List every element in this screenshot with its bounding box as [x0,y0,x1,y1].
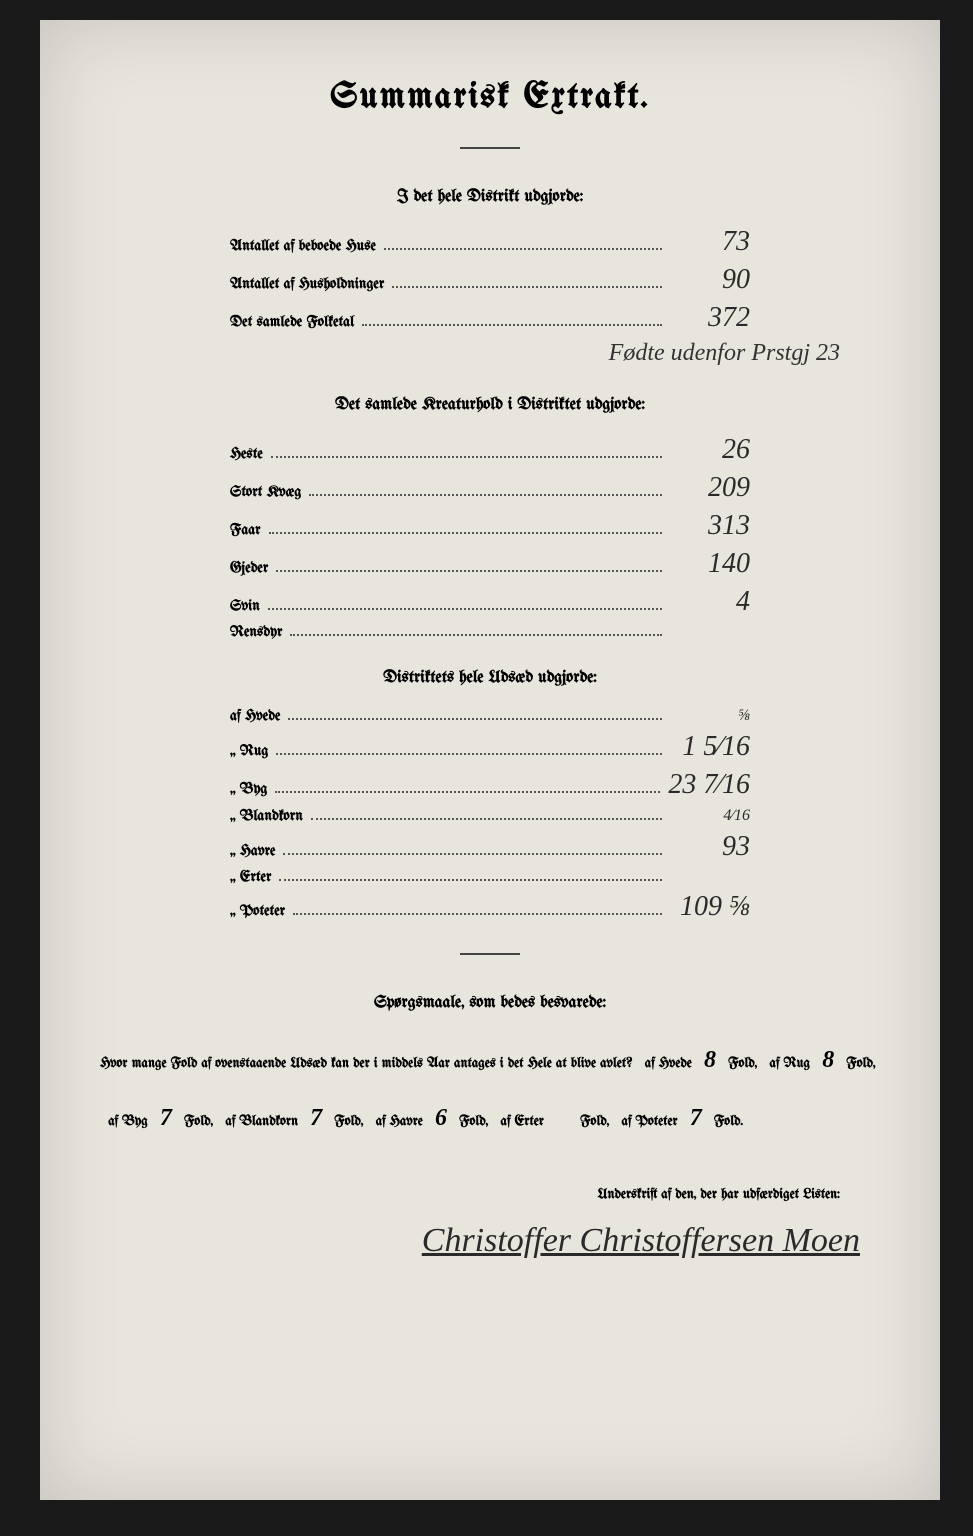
questions-intro: Hvor mange Fold af ovenstaaende Udsæd ka… [100,1056,632,1071]
row-value: 73 [670,226,750,258]
row-value: 372 [670,302,750,334]
q-label: af Erter [501,1114,544,1129]
handwritten-annotation: Fødte udenfor Prstgj 23 [100,340,840,367]
q-suffix: Fold, [728,1056,757,1071]
leader-dots [290,634,662,636]
q-value: 7 [152,1090,180,1148]
q-suffix: Fold, [580,1114,609,1129]
q-suffix: Fold, [334,1114,363,1129]
q-value: 8 [696,1032,724,1090]
data-row: Faar 313 [230,510,750,542]
data-row: Antallet af beboede Huse 73 [230,226,750,258]
section1-rows: Antallet af beboede Huse 73 Antallet af … [230,226,750,334]
leader-dots [275,791,660,793]
row-value: 4 [670,586,750,618]
row-label: Det samlede Folketal [230,314,354,330]
row-value: 140 [670,548,750,580]
signature-label: Underskrift af den, der har udfærdiget L… [100,1187,840,1202]
leader-dots [269,532,662,534]
row-label: Heste [230,446,263,462]
row-value: 23 7⁄16 [668,769,750,801]
row-label: Gjeder [230,560,268,576]
section1-heading: I det hele Distrikt udgjorde: [100,189,880,206]
q-value: 6 [427,1090,455,1148]
data-row: „ Erter [230,869,750,885]
row-label: „ Poteter [230,903,285,919]
data-row: Heste 26 [230,434,750,466]
data-row: „ Rug 1 5⁄16 [230,731,750,763]
row-label: af Hvede [230,708,280,724]
row-label: „ Byg [230,781,267,797]
q-suffix: Fold. [714,1114,743,1129]
row-label: „ Blandkorn [230,808,303,824]
questions-heading: Spørgsmaale, som bedes besvarede: [100,995,880,1012]
leader-dots [276,570,662,572]
divider [460,953,520,955]
data-row: Det samlede Folketal 372 [230,302,750,334]
leader-dots [288,718,662,720]
row-label: Rensdyr [230,624,282,640]
row-label: Stort Kvæg [230,484,301,500]
row-value: 1 5⁄16 [670,731,750,763]
row-value: 313 [670,510,750,542]
row-label: „ Rug [230,743,268,759]
q-label: af Poteter [622,1114,678,1129]
leader-dots [271,456,662,458]
q-label: af Hvede [645,1056,692,1071]
signature-name: Christoffer Christoffersen Moen [100,1222,860,1260]
row-value: 209 [670,472,750,504]
q-suffix: Fold, [184,1114,213,1129]
questions-body: Hvor mange Fold af ovenstaaende Udsæd ka… [100,1032,880,1147]
row-value: 109 ⅝ [670,891,750,923]
section3-rows: af Hvede ⅝ „ Rug 1 5⁄16 „ Byg 23 7⁄16 „ … [230,707,750,923]
leader-dots [392,286,662,288]
row-label: Antallet af Husholdninger [230,276,384,292]
q-value: 7 [302,1090,330,1148]
q-label: af Havre [376,1114,423,1129]
data-row: Stort Kvæg 209 [230,472,750,504]
document-page: Summarisk Extrakt. I det hele Distrikt u… [40,20,940,1500]
leader-dots [279,879,662,881]
leader-dots [283,853,662,855]
q-value: 8 [814,1032,842,1090]
data-row: „ Blandkorn 4⁄16 [230,807,750,825]
data-row: af Hvede ⅝ [230,707,750,725]
row-label: Faar [230,522,261,538]
row-value: 90 [670,264,750,296]
leader-dots [362,324,662,326]
row-label: Svin [230,598,260,614]
data-row: „ Poteter 109 ⅝ [230,891,750,923]
row-value: ⅝ [670,707,750,725]
leader-dots [384,248,662,250]
data-row: Antallet af Husholdninger 90 [230,264,750,296]
q-suffix: Fold, [459,1114,488,1129]
leader-dots [276,753,662,755]
leader-dots [311,818,662,820]
row-label: Antallet af beboede Huse [230,238,376,254]
row-label: „ Erter [230,869,271,885]
row-value: 4⁄16 [670,807,750,825]
row-label: „ Havre [230,843,275,859]
data-row: Svin 4 [230,586,750,618]
section3-heading: Distriktets hele Udsæd udgjorde: [100,670,880,687]
leader-dots [268,608,662,610]
page-title: Summarisk Extrakt. [100,80,880,117]
data-row: „ Byg 23 7⁄16 [230,769,750,801]
q-label: af Byg [108,1114,148,1129]
q-suffix: Fold, [846,1056,875,1071]
row-value: 93 [670,831,750,863]
section2-heading: Det samlede Kreaturhold i Distriktet udg… [100,397,880,414]
divider [460,147,520,149]
q-label: af Rug [770,1056,811,1071]
section2-rows: Heste 26 Stort Kvæg 209 Faar 313 Gjeder … [230,434,750,640]
data-row: „ Havre 93 [230,831,750,863]
leader-dots [309,494,662,496]
q-value: 7 [682,1090,710,1148]
data-row: Gjeder 140 [230,548,750,580]
data-row: Rensdyr [230,624,750,640]
q-label: af Blandkorn [225,1114,298,1129]
row-value: 26 [670,434,750,466]
leader-dots [293,913,662,915]
